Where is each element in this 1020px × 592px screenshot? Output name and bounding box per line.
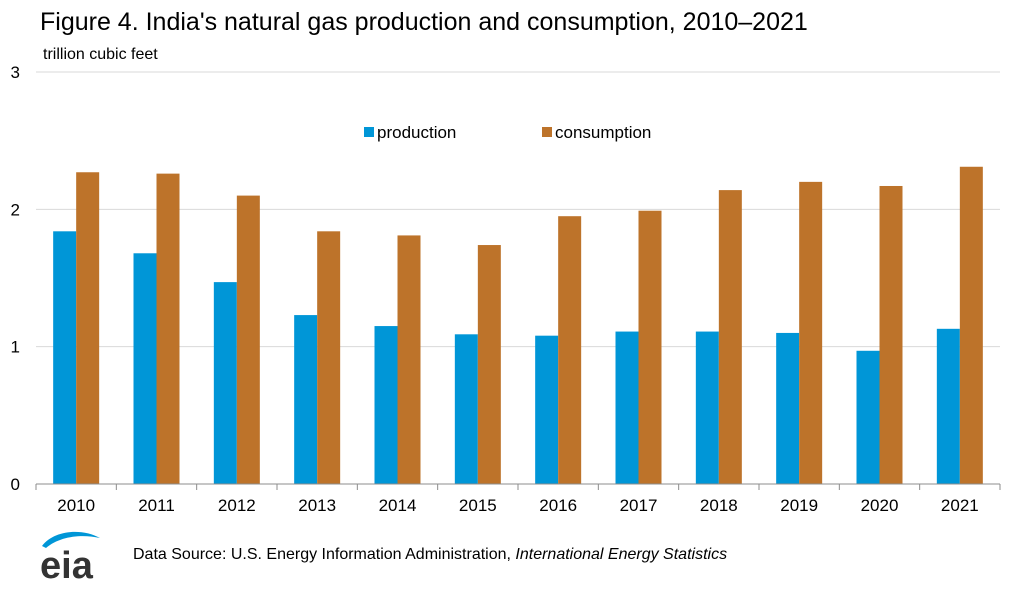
y-tick-label: 3 (11, 63, 20, 82)
legend-label-consumption: consumption (555, 123, 651, 142)
legend-swatch-consumption (542, 127, 552, 137)
y-tick-label: 1 (11, 338, 20, 357)
bar-consumption-2011 (156, 173, 180, 485)
bar-consumption-2013 (317, 231, 341, 484)
bar-production-2019 (776, 332, 800, 484)
bar-production-2012 (213, 282, 237, 484)
legend: production consumption (364, 123, 651, 142)
bar-production-2013 (294, 315, 318, 484)
x-tick-label: 2013 (298, 496, 336, 515)
x-tick-label: 2018 (700, 496, 738, 515)
bar-production-2021 (936, 328, 960, 484)
chart-title: Figure 4. India's natural gas production… (40, 8, 808, 36)
bar-production-2017 (615, 331, 639, 484)
bar-consumption-2020 (879, 185, 903, 484)
x-tick-label: 2021 (941, 496, 979, 515)
y-axis-ticks: 0 1 2 3 (11, 63, 20, 494)
x-axis (35, 483, 1001, 490)
x-tick-label: 2012 (218, 496, 256, 515)
bar-consumption-2015 (477, 245, 501, 484)
legend-label-production: production (377, 123, 456, 142)
bar-production-2020 (856, 350, 880, 484)
x-tick-label: 2019 (780, 496, 818, 515)
legend-swatch-production (364, 127, 374, 137)
bar-consumption-2010 (76, 172, 100, 484)
bar-production-2018 (695, 331, 719, 484)
bar-consumption-2021 (959, 166, 983, 484)
x-tick-label: 2017 (620, 496, 658, 515)
data-source: Data Source: U.S. Energy Information Adm… (133, 546, 727, 564)
y-tick-label: 0 (11, 475, 20, 494)
x-tick-label: 2014 (379, 496, 417, 515)
x-tick-label: 2016 (539, 496, 577, 515)
x-tick-label: 2011 (138, 496, 175, 515)
bar-consumption-2019 (799, 181, 823, 484)
data-source-prefix: Data Source: U.S. Energy Information Adm… (133, 546, 516, 563)
y-tick-label: 2 (11, 200, 20, 219)
eia-logo: eia (40, 531, 100, 582)
bar-consumption-2014 (397, 235, 421, 484)
bar-production-2015 (454, 334, 478, 484)
y-axis-units: trillion cubic feet (43, 46, 158, 63)
bar-production-2011 (133, 253, 157, 484)
bar-consumption-2018 (718, 190, 742, 484)
data-source-publication: International Energy Statistics (515, 546, 728, 563)
bar-production-2014 (374, 326, 398, 484)
bar-consumption-2012 (236, 195, 260, 484)
bar-production-2010 (53, 231, 77, 484)
bar-consumption-2017 (638, 210, 662, 484)
x-axis-ticks: 2010 2011 2012 2013 2014 2015 2016 2017 2018 2019… (57, 496, 978, 515)
x-tick-label: 2015 (459, 496, 497, 515)
x-tick-label: 2020 (861, 496, 899, 515)
eia-logo-text: eia (40, 545, 94, 582)
eia-logo-swoosh (42, 531, 100, 548)
bars (53, 166, 983, 485)
gridlines (36, 71, 1000, 348)
bar-production-2016 (535, 335, 559, 484)
x-tick-label: 2010 (57, 496, 95, 515)
bar-consumption-2016 (558, 216, 582, 484)
